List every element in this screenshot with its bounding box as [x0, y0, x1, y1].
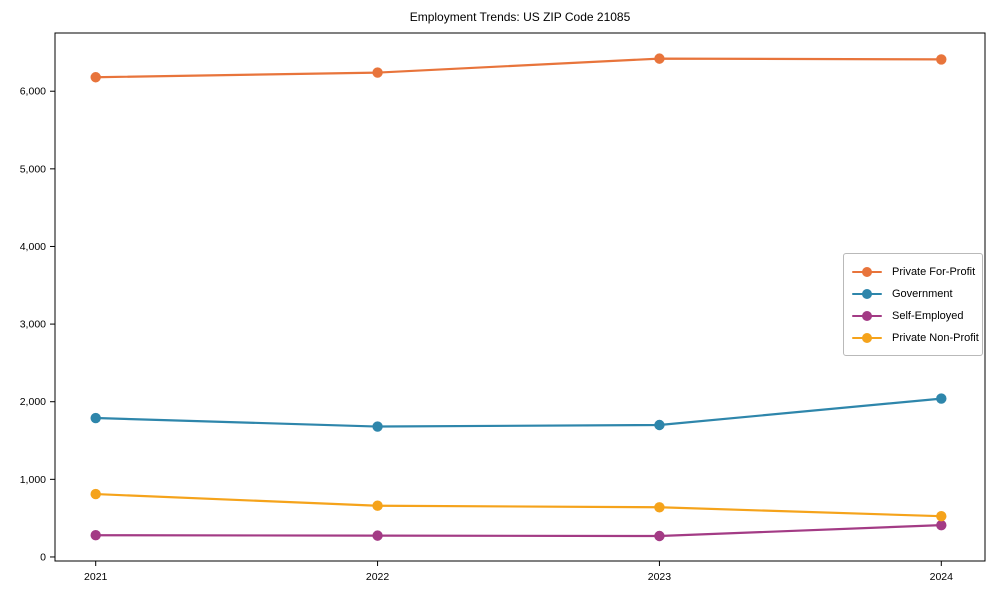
data-point-self-employed: [372, 530, 383, 541]
legend-item-private-non-profit: Private Non-Profit: [852, 327, 979, 349]
y-tick-label: 5,000: [20, 163, 46, 175]
y-tick-label: 6,000: [20, 86, 46, 98]
data-point-private-non-profit: [90, 488, 101, 500]
legend-marker-icon: [852, 332, 882, 344]
x-tick-label: 2021: [84, 571, 108, 583]
series-line-government: [94, 397, 943, 428]
axes-frame: [54, 32, 986, 562]
data-point-government: [372, 421, 383, 432]
legend-marker-icon: [852, 310, 882, 322]
x-tick-label: 2022: [366, 571, 390, 583]
data-point-private-non-profit: [654, 502, 665, 513]
series-line-self-employed: [94, 524, 943, 538]
y-tick-label: 0: [40, 551, 46, 563]
data-point-self-employed: [936, 519, 947, 531]
series-line-private-non-profit: [94, 492, 943, 518]
series-line-private-for-profit: [94, 57, 943, 79]
legend-item-government: Government: [852, 283, 974, 305]
chart-title: Employment Trends: US ZIP Code 21085: [409, 10, 631, 24]
data-point-government: [654, 419, 665, 431]
data-point-private-for-profit: [936, 54, 947, 65]
data-point-private-for-profit: [90, 72, 101, 83]
data-point-government: [936, 393, 947, 404]
y-tick-label: 4,000: [20, 241, 46, 253]
x-tick-label: 2024: [930, 571, 954, 583]
data-point-self-employed: [654, 530, 665, 542]
data-point-private-non-profit: [936, 511, 947, 522]
y-tick-label: 3,000: [20, 319, 46, 331]
legend-label: Private Non-Profit: [892, 332, 979, 344]
data-point-private-for-profit: [372, 67, 383, 78]
data-point-private-non-profit: [372, 500, 383, 511]
legend: Private For-Profit Government Self-Employe…: [843, 253, 983, 356]
legend-label: Private For-Profit: [892, 266, 976, 278]
data-point-self-employed: [90, 530, 101, 541]
x-tick-label: 2023: [648, 571, 672, 583]
legend-marker-icon: [852, 266, 882, 278]
y-tick-label: 1,000: [20, 474, 46, 486]
legend-item-self-employed: Self-Employed: [852, 305, 974, 327]
data-point-government: [90, 412, 101, 424]
y-tick-label: 2,000: [20, 396, 46, 408]
legend-item-private-for-profit: Private For-Profit: [852, 261, 976, 283]
data-point-private-for-profit: [654, 53, 665, 64]
legend-marker-icon: [852, 288, 882, 300]
legend-label: Government: [892, 288, 953, 300]
legend-label: Self-Employed: [892, 310, 964, 322]
